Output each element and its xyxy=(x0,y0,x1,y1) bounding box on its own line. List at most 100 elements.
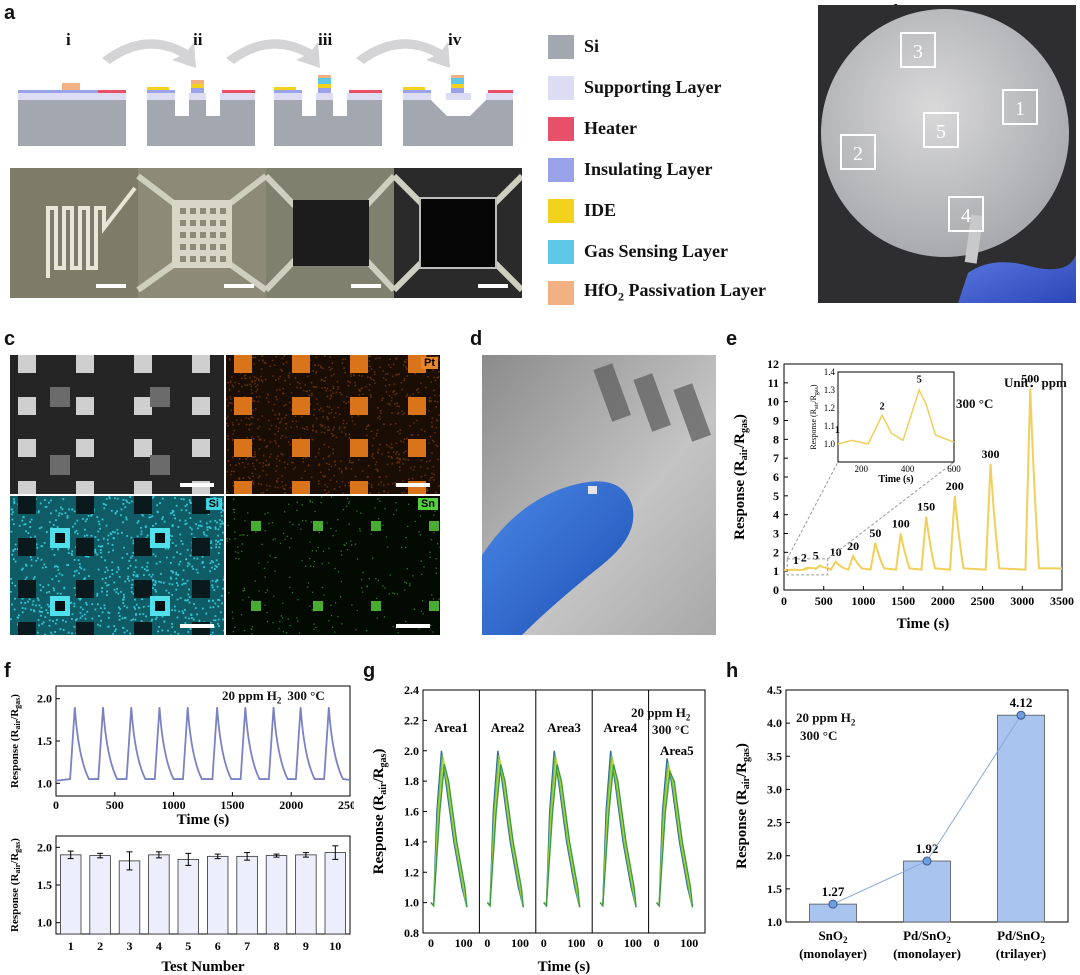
peak-label: 2 xyxy=(801,550,807,564)
sem-image xyxy=(10,355,224,494)
x-tick-label: 100 xyxy=(455,936,473,950)
eds-pad xyxy=(292,397,310,415)
inset-frame xyxy=(837,371,955,463)
eds-pad xyxy=(134,538,152,556)
eds-pad xyxy=(234,355,252,373)
inset-y-tick: 1.4 xyxy=(824,367,836,377)
legend-label-ide: IDE xyxy=(584,200,617,220)
series-line xyxy=(543,764,581,908)
inset-y-tick: 1.1 xyxy=(824,421,835,431)
series-line xyxy=(486,764,524,908)
eds-pad xyxy=(408,439,426,457)
inset-x-tick: 600 xyxy=(947,464,961,474)
y-tick-label: 8 xyxy=(773,432,779,446)
x-tick-label: 0 xyxy=(541,936,547,950)
y-tick-label: 2.0 xyxy=(404,744,419,758)
y-tick-label: 0.8 xyxy=(404,926,419,940)
zoom-line xyxy=(786,461,839,560)
chart-g: 0.8 1.0 1.2 1.4 1.6 1.8 2.0 2.2 2.4 Area1 0 100 Area… xyxy=(371,683,706,975)
eds-pad xyxy=(134,397,152,415)
e-unit-text: Unit：ppm xyxy=(1004,375,1067,390)
inset-y-tick: 1.3 xyxy=(824,385,836,395)
y-tick-label: 3.5 xyxy=(767,749,782,763)
x-tick-label: 9 xyxy=(303,939,309,953)
eds-pad xyxy=(18,397,36,415)
y-tick-label: 1.5 xyxy=(37,734,52,748)
panel-label-e: e xyxy=(726,328,738,350)
eds-pad xyxy=(192,580,210,598)
wafer-photo: 3 1 2 5 4 xyxy=(818,5,1076,303)
element-label-sn: Sn xyxy=(417,498,438,510)
chart-f-top: 0 500 1000 1500 2000 2500 1.0 1.5 2.0 Time (s) Res… xyxy=(9,685,354,828)
legend-item-insulating: Insulating Layer xyxy=(548,149,848,190)
inset-peak-label: 2 xyxy=(880,401,885,412)
eds-pad xyxy=(18,439,36,457)
x-tick-label: 500 xyxy=(106,798,124,812)
series-line xyxy=(55,707,351,782)
trend-point xyxy=(1016,710,1026,720)
eds-pad xyxy=(234,397,252,415)
x-tick-label: 100 xyxy=(567,936,585,950)
y-tick-label: 5 xyxy=(773,489,779,503)
schematic-step-iii xyxy=(274,75,382,146)
y-tick-label: 3.0 xyxy=(767,782,782,796)
swatch-insulating xyxy=(548,157,574,182)
x-tick-label: 5 xyxy=(185,939,191,953)
series-line xyxy=(783,388,1062,572)
legend-item-si: Si xyxy=(548,26,848,67)
area-box-5 xyxy=(923,112,959,148)
eds-pad xyxy=(18,538,36,556)
step-iv: iv xyxy=(448,30,462,49)
y-tick-label: 9 xyxy=(773,414,779,428)
y-axis-label: Response (Rair/Rgas) xyxy=(734,743,752,869)
schematic-step-ii xyxy=(147,80,255,146)
swatch-gas-sensing xyxy=(548,239,574,264)
eds-pad xyxy=(192,439,210,457)
area-box-4 xyxy=(948,196,984,232)
area-label-4: 4 xyxy=(961,205,971,227)
peak-label: 150 xyxy=(917,500,935,514)
series-line xyxy=(599,764,637,908)
x-axis-label: Test Number xyxy=(161,959,245,975)
x-tick-label: Pd/SnO2 xyxy=(903,928,951,945)
bar xyxy=(997,714,1045,923)
eds-pad xyxy=(192,481,210,494)
area-box-2 xyxy=(840,134,876,170)
membrane xyxy=(150,387,170,407)
eds-pad xyxy=(76,622,94,635)
eds-pad xyxy=(76,496,94,514)
x-tick-label: 2000 xyxy=(279,798,303,812)
eds-pad xyxy=(350,481,368,494)
y-tick-label: 1.5 xyxy=(767,882,782,896)
x-tick-label: 1000 xyxy=(162,798,186,812)
bar xyxy=(148,854,170,935)
y-tick-label: 1.0 xyxy=(767,915,782,929)
peak-label: 200 xyxy=(946,479,964,493)
bar xyxy=(903,860,951,923)
x-tick-label: 0 xyxy=(53,798,59,812)
chart-f-bottom: 1.0 1.5 2.0 1 2 3 4 5 6 7 8 9 10 Test Number Response … xyxy=(9,835,351,975)
swatch-ide xyxy=(548,198,574,223)
y-tick-label: 12 xyxy=(767,357,779,371)
area-label-3: 3 xyxy=(913,41,923,63)
eds-pad xyxy=(408,481,426,494)
y-tick-label: 4.5 xyxy=(767,683,782,697)
x-axis-label: Time (s) xyxy=(177,812,230,828)
element-label-pt: Pt xyxy=(421,357,438,369)
fabrication-schematic xyxy=(18,39,513,146)
swatch-hfo2 xyxy=(548,280,574,305)
x-tick-label: 4 xyxy=(156,939,162,953)
area-box-1 xyxy=(1002,89,1038,125)
x-tick-sublabel: (monolayer) xyxy=(893,946,961,961)
h-annotation-temp: 300 °C xyxy=(800,728,838,743)
eds-pad xyxy=(408,397,426,415)
eds-pad xyxy=(292,439,310,457)
swatch-si xyxy=(548,34,574,59)
x-tick-label: 1000 xyxy=(851,594,875,608)
series-line xyxy=(656,769,694,908)
scale-bar xyxy=(180,483,214,487)
eds-pad xyxy=(192,397,210,415)
swatch-supporting xyxy=(548,75,574,100)
peak-label: 10 xyxy=(830,545,842,559)
h-annotation: 20 ppm H2 xyxy=(796,710,856,728)
